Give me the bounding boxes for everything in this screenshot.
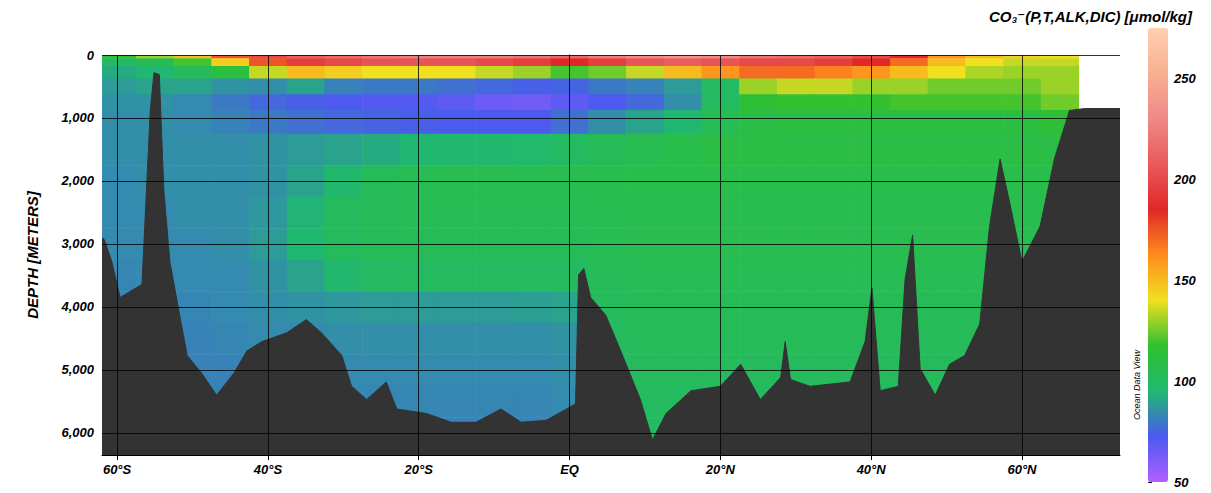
svg-text:6,000: 6,000: [61, 425, 94, 440]
svg-text:100: 100: [1174, 374, 1196, 389]
svg-text:40°S: 40°S: [253, 462, 283, 477]
svg-text:EQ: EQ: [560, 462, 579, 477]
svg-text:40°N: 40°N: [856, 462, 887, 477]
svg-text:250: 250: [1173, 71, 1196, 86]
svg-text:DEPTH [METERS]: DEPTH [METERS]: [24, 190, 41, 319]
svg-text:150: 150: [1174, 273, 1196, 288]
svg-text:0: 0: [87, 48, 95, 63]
svg-text:20°S: 20°S: [404, 462, 434, 477]
svg-text:2,000: 2,000: [60, 173, 94, 188]
svg-text:20°N: 20°N: [705, 462, 736, 477]
svg-text:Ocean Data View: Ocean Data View: [1132, 350, 1142, 420]
svg-text:CO₃⁻(P,T,ALK,DIC) [μmol/kg]: CO₃⁻(P,T,ALK,DIC) [μmol/kg]: [989, 8, 1193, 25]
svg-text:50: 50: [1174, 475, 1189, 490]
svg-text:60°N: 60°N: [1007, 462, 1037, 477]
svg-text:5,000: 5,000: [61, 362, 94, 377]
svg-text:4,000: 4,000: [60, 299, 94, 314]
svg-text:3,000: 3,000: [61, 236, 94, 251]
svg-text:200: 200: [1173, 172, 1196, 187]
svg-text:60°S: 60°S: [103, 462, 132, 477]
svg-text:1,000: 1,000: [61, 110, 94, 125]
